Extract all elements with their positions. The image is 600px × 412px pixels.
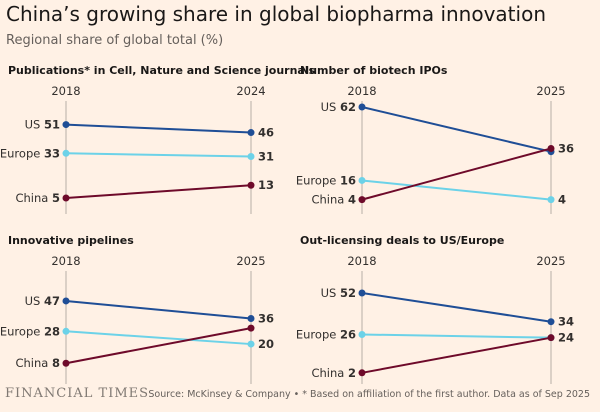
series-line-china xyxy=(65,327,252,365)
data-point xyxy=(547,145,555,153)
tick-label: 2025 xyxy=(536,254,565,268)
data-point xyxy=(547,318,555,326)
ft-logo: FINANCIAL TIMES xyxy=(5,386,150,401)
tick-label: 2024 xyxy=(236,84,265,98)
data-point xyxy=(62,359,70,367)
tick-label: 2025 xyxy=(236,254,265,268)
series-label: China 5 xyxy=(15,191,60,205)
series-line-us xyxy=(65,299,252,320)
data-label: 36 xyxy=(558,142,574,156)
data-label: 13 xyxy=(258,178,274,192)
series-label: Europe 16 xyxy=(296,173,356,187)
tick-label: 2018 xyxy=(347,254,376,268)
tick-label: 2025 xyxy=(536,84,565,98)
data-point xyxy=(358,369,366,377)
data-point xyxy=(247,324,255,332)
data-point xyxy=(62,121,70,129)
data-label: 34 xyxy=(558,315,574,329)
series-label: Europe 28 xyxy=(0,324,60,338)
panel-1-title: Publications* in Cell, Nature and Scienc… xyxy=(8,64,316,77)
series-label: Europe 33 xyxy=(0,146,60,160)
series-label: Europe 26 xyxy=(296,327,356,341)
series-line-us xyxy=(361,106,552,153)
series-line-europe xyxy=(361,333,552,339)
data-point xyxy=(358,289,366,297)
footer: FINANCIAL TIMES Source: McKinsey & Compa… xyxy=(0,380,600,412)
data-point xyxy=(358,330,366,338)
series-line-europe xyxy=(361,179,552,201)
series-line-china xyxy=(65,184,252,200)
data-point xyxy=(62,297,70,305)
data-point xyxy=(247,181,255,189)
data-point xyxy=(62,149,70,157)
data-label: 46 xyxy=(258,126,274,140)
series-label: US 52 xyxy=(321,286,356,300)
source-note: Source: McKinsey & Company • * Based on … xyxy=(148,389,590,400)
panel-4-title: Out-licensing deals to US/Europe xyxy=(300,234,504,247)
data-point xyxy=(62,327,70,335)
data-point xyxy=(247,153,255,160)
data-point xyxy=(358,196,366,204)
tick-label: 2018 xyxy=(347,84,376,98)
data-point xyxy=(62,194,70,202)
panel-3-title: Innovative pipelines xyxy=(8,234,134,247)
series-label: US 47 xyxy=(25,294,60,308)
series-label: China 4 xyxy=(311,193,356,207)
series-label: China 2 xyxy=(311,366,356,380)
tick-label: 2018 xyxy=(51,254,80,268)
data-point xyxy=(358,103,366,111)
data-label: 31 xyxy=(258,150,274,164)
series-line-europe xyxy=(65,330,252,346)
series-line-europe xyxy=(65,152,252,158)
series-label: US 51 xyxy=(25,118,60,132)
page-subtitle: Regional share of global total (%) xyxy=(6,33,224,48)
series-line-us xyxy=(65,123,252,134)
data-label: 24 xyxy=(558,331,574,345)
data-point xyxy=(547,196,555,204)
series-label: US 62 xyxy=(321,100,356,114)
series-line-china xyxy=(361,336,552,374)
series-line-us xyxy=(361,291,552,323)
series-line-china xyxy=(361,147,552,201)
data-label: 36 xyxy=(258,312,274,326)
page-title: China’s growing share in global biopharm… xyxy=(6,2,546,26)
data-point xyxy=(247,315,255,323)
data-point xyxy=(247,340,255,348)
data-point xyxy=(358,176,366,184)
series-label: China 8 xyxy=(15,356,60,370)
tick-label: 2018 xyxy=(51,84,80,98)
panel-2-title: Number of biotech IPOs xyxy=(300,64,448,77)
data-point xyxy=(247,129,255,137)
data-point xyxy=(547,334,555,342)
data-label: 4 xyxy=(558,193,566,207)
data-label: 20 xyxy=(258,337,274,351)
